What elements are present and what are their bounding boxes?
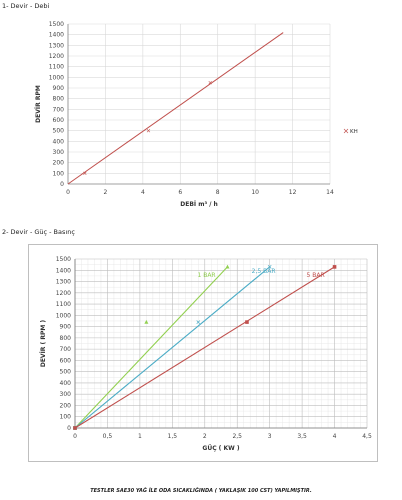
y-tick-label: 700 — [53, 106, 65, 113]
x-tick-label: 2 — [104, 189, 108, 196]
y-tick-label: 0 — [60, 181, 64, 188]
x-tick-label: 2,5 — [232, 433, 242, 440]
y-tick-label: 800 — [60, 335, 72, 342]
data-point — [146, 128, 151, 133]
series-5-bar-line — [74, 266, 335, 429]
series-1-bar-point — [225, 264, 230, 269]
series-2-5-bar-point — [267, 265, 272, 269]
series-5-bar-point — [245, 320, 249, 324]
x-tick-label: 3,5 — [297, 433, 307, 440]
y-tick-label: 500 — [53, 128, 65, 135]
y-tick-label: 1100 — [56, 301, 71, 308]
y-tick-label: 200 — [60, 402, 72, 409]
x-tick-label: 0 — [66, 189, 70, 196]
y-tick-label: 300 — [53, 149, 65, 156]
y-tick-label: 100 — [53, 170, 65, 177]
y-tick-label: 900 — [60, 324, 72, 331]
x-tick-label: 4 — [333, 433, 337, 440]
y-tick-label: 1000 — [56, 312, 71, 319]
x-tick-label: 1 — [138, 433, 142, 440]
y-tick-label: 600 — [60, 357, 72, 364]
y-tick-label: 400 — [60, 380, 72, 387]
series-1-bar-line — [74, 266, 228, 429]
series-2-5-bar-label: 2,5 BAR — [252, 268, 276, 275]
y-tick-label: 1200 — [56, 290, 71, 297]
series-2-5-bar-line — [74, 266, 271, 429]
y-axis-label: DEVİR RPM — [35, 85, 42, 123]
chart-devir-guc-basinc: 0 100 200 300 400 500 600 700 800 900 1000 1100 1200… — [28, 244, 378, 462]
y-tick-label: 300 — [60, 391, 72, 398]
y-tick-label: 900 — [53, 85, 65, 92]
x-tick-label: 0 — [73, 433, 77, 440]
y-axis-label: DEVİR ( RPM ) — [40, 320, 47, 368]
chart-devir-debi-svg: 0100200300400500600700800900100011001200… — [35, 21, 372, 208]
series-5-bar-point — [332, 265, 337, 269]
x-tick-label: 10 — [251, 189, 259, 196]
section-title-devir-guc-basinc: 2- Devir - Güç - Basınç — [2, 228, 75, 236]
y-tick-label: 700 — [60, 346, 72, 353]
y-tick-label: 1200 — [49, 53, 64, 60]
x-tick-label: 6 — [178, 189, 182, 196]
data-point — [208, 80, 212, 85]
x-tick-label: 4 — [141, 189, 145, 196]
section-title-devir-debi: 1- Devir - Debi — [2, 2, 50, 10]
x-tick-label: 2 — [203, 433, 207, 440]
x-tick-label: 14 — [326, 189, 334, 196]
series-5-bar-label: 5 BAR — [307, 272, 325, 279]
y-tick-label: 400 — [53, 138, 65, 145]
y-tick-label: 1500 — [49, 21, 64, 28]
y-tick-label: 1400 — [56, 267, 71, 274]
series-1-bar-label: 1 BAR — [197, 272, 215, 279]
y-tick-label: 500 — [60, 369, 72, 376]
y-tick-label: 0 — [67, 425, 71, 432]
x-axis-label: DEBİ m³ / h — [180, 201, 218, 208]
x-tick-label: 4,5 — [362, 433, 372, 440]
x-tick-label: 12 — [289, 189, 297, 196]
legend-entry: KHP1¼" — [350, 129, 358, 135]
test-conditions-footnote: TESTLER SAE30 YAĞ İLE ODA SICAKLIĞINDA (… — [90, 488, 312, 494]
y-tick-label: 1400 — [49, 32, 64, 39]
legend-marker — [343, 128, 349, 134]
x-tick-label: 3 — [268, 433, 272, 440]
chart-devir-guc-basinc-svg: 0100200300400500600700800900100011001200… — [40, 256, 372, 452]
series-line-khp — [67, 32, 284, 185]
y-tick-label: 800 — [53, 96, 65, 103]
y-tick-label: 200 — [53, 160, 65, 167]
series-5-bar-origin-marker — [73, 426, 77, 430]
y-tick-label: 100 — [60, 414, 72, 421]
x-tick-label: 8 — [216, 189, 220, 196]
y-tick-label: 600 — [53, 117, 65, 124]
x-axis-label: GÜÇ ( KW ) — [202, 445, 239, 452]
y-tick-label: 1300 — [49, 42, 64, 49]
y-tick-label: 1500 — [56, 256, 71, 263]
x-tick-label: 1,5 — [168, 433, 178, 440]
series-1-bar-point — [144, 319, 149, 324]
series-2-5-bar-point — [196, 320, 201, 324]
x-tick-label: 0,5 — [103, 433, 113, 440]
y-tick-label: 1300 — [56, 279, 71, 286]
data-point — [83, 171, 87, 176]
chart-devir-debi: 0 100 200 300 400 500 600 700 800 900 1000 1100 1200… — [18, 12, 372, 217]
y-tick-label: 1000 — [49, 74, 64, 81]
y-tick-label: 1100 — [49, 64, 64, 71]
